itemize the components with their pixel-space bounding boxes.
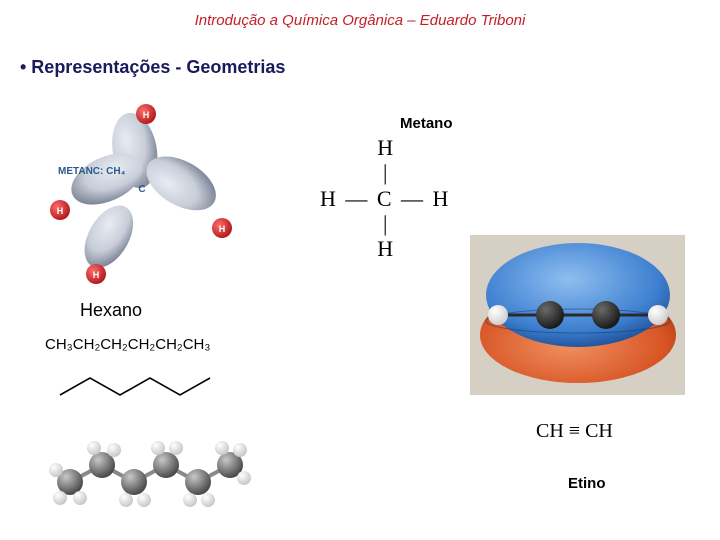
- formula-line: |: [320, 160, 450, 185]
- formula-line: H — C — H: [320, 186, 450, 211]
- formula-line: H: [320, 236, 450, 261]
- hexano-ballstick-diagram: [40, 420, 300, 530]
- formula-line: H: [320, 135, 450, 160]
- etino-cloud-diagram: [450, 225, 700, 405]
- formula-line: |: [320, 211, 450, 236]
- etino-label: Etino: [568, 475, 606, 492]
- metano-label: Metano: [400, 115, 453, 132]
- hexano-zigzag-diagram: [0, 0, 300, 420]
- metano-structural-formula: H | H — C — H | H: [320, 135, 450, 261]
- etino-formula: CH ≡ CH: [536, 420, 613, 443]
